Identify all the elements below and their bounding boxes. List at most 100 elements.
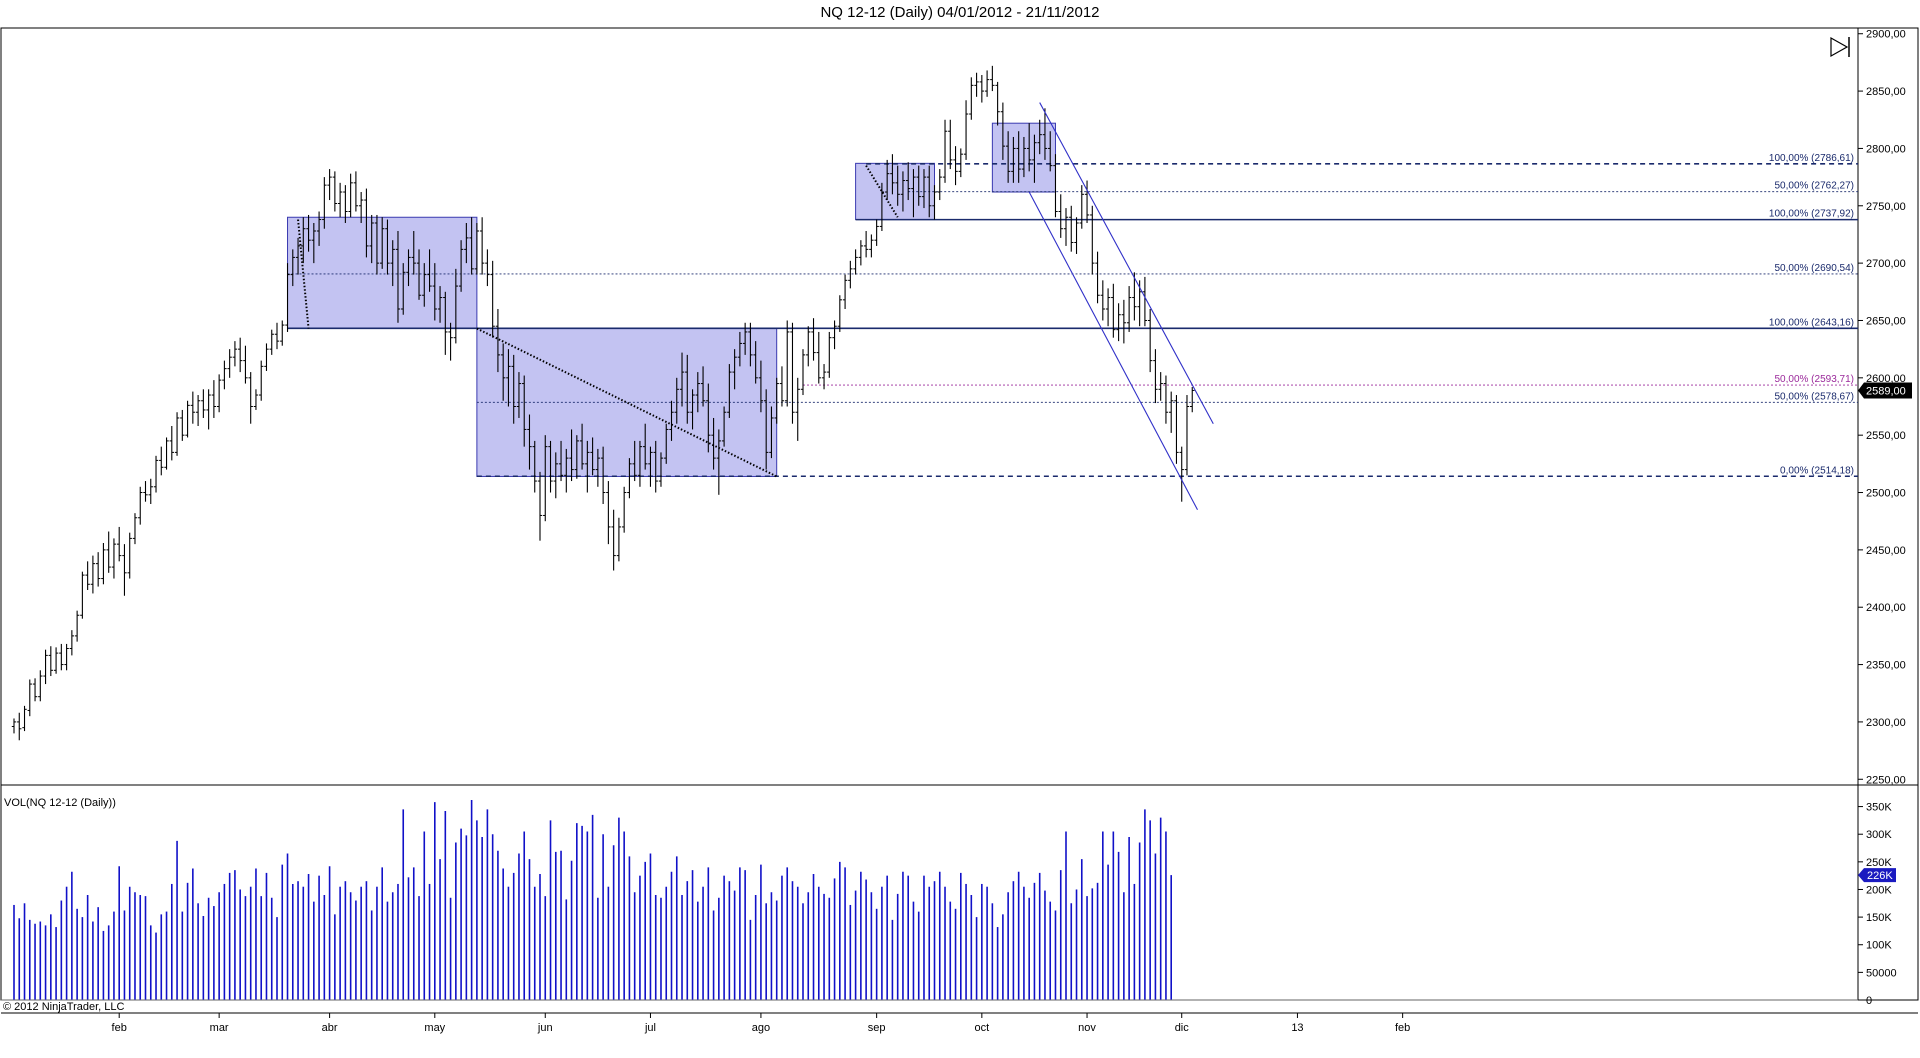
ohlc-bar (827, 331, 832, 378)
ohlc-bar (564, 448, 569, 493)
ohlc-bar (169, 425, 174, 461)
ohlc-bar (474, 222, 480, 275)
ohlc-bar (664, 423, 669, 464)
ohlc-bar (1184, 395, 1190, 476)
ohlc-bar (1063, 208, 1069, 246)
ohlc-bar (543, 435, 548, 522)
ohlc-bar (522, 375, 527, 447)
ohlc-bar (469, 217, 474, 275)
fib-level-label: 100,00% (2786,61) (1769, 153, 1854, 164)
skip-forward-icon[interactable] (1830, 36, 1850, 58)
ohlc-bar (127, 532, 132, 579)
price-tick-label: 2750,00 (1866, 201, 1906, 213)
ohlc-bar (264, 343, 269, 371)
price-tick-label: 2500,00 (1866, 488, 1906, 500)
date-tick-label: nov (1078, 1022, 1096, 1034)
ohlc-bar (259, 360, 264, 401)
ohlc-bar (621, 486, 627, 533)
ohlc-bar (153, 455, 159, 493)
volume-tick-label: 100K (1866, 940, 1892, 952)
ohlc-bar (443, 291, 448, 355)
ohlc-bar (316, 211, 322, 246)
ohlc-bar (1048, 131, 1053, 172)
ohlc-bar (1005, 131, 1011, 183)
ohlc-bar (1121, 299, 1127, 344)
ohlc-bar (95, 552, 101, 587)
ohlc-bar (64, 643, 69, 671)
ohlc-bar (1069, 205, 1074, 252)
diagonal-trend-line[interactable] (297, 219, 310, 329)
last-volume-marker: 226K (1858, 868, 1896, 883)
ohlc-bar (516, 372, 522, 418)
channel-line[interactable] (1039, 102, 1214, 424)
ohlc-bar (243, 345, 248, 384)
ohlc-bar (332, 171, 338, 212)
channel-line[interactable] (1028, 191, 1198, 510)
ohlc-bar (984, 70, 990, 97)
ohlc-bar (748, 322, 753, 367)
ohlc-bar (390, 240, 395, 287)
ohlc-bar (695, 372, 700, 413)
ohlc-bar (721, 406, 727, 447)
ohlc-bar (548, 440, 553, 493)
ohlc-bar (858, 240, 864, 266)
ohlc-bar (879, 182, 885, 232)
ohlc-bar (432, 263, 437, 321)
ohlc-bar (269, 329, 274, 355)
volume-tick-label: 150K (1866, 912, 1892, 924)
ohlc-bar (785, 320, 790, 407)
ohlc-bar (837, 295, 843, 332)
ohlc-bar (1100, 280, 1106, 321)
ohlc-bar (553, 452, 558, 499)
ohlc-bar (643, 423, 648, 470)
ohlc-bar (206, 389, 211, 430)
ohlc-bar (285, 263, 290, 332)
ohlc-bar (727, 364, 732, 418)
ohlc-bar (958, 148, 963, 178)
ohlc-bar (122, 544, 127, 596)
ohlc-bar (816, 331, 821, 384)
date-tick-label: 13 (1291, 1022, 1303, 1034)
ohlc-bar (648, 446, 653, 487)
price-tick-label: 2650,00 (1866, 315, 1906, 327)
price-tick-label: 2700,00 (1866, 258, 1906, 270)
ohlc-bar (1042, 108, 1048, 160)
ohlc-bar (763, 389, 769, 470)
ohlc-bar (632, 440, 637, 482)
ohlc-bar (280, 320, 285, 346)
price-tick-label: 2550,00 (1866, 430, 1906, 442)
volume-tick-label: 0 (1866, 995, 1872, 1007)
ohlc-bar (143, 481, 148, 502)
ohlc-bar (932, 185, 937, 220)
date-tick-label: jun (537, 1022, 553, 1034)
last-price-label: 2589,00 (1866, 385, 1906, 397)
ohlc-bar (111, 538, 117, 579)
ohlc-bar (874, 219, 879, 246)
ohlc-bar (911, 169, 916, 218)
ohlc-bar (1116, 303, 1121, 342)
volume-tick-label: 350K (1866, 802, 1892, 814)
ohlc-bar (800, 349, 806, 396)
diagonal-trend-line[interactable] (865, 165, 899, 218)
ohlc-bar (138, 486, 143, 525)
ohlc-bar (337, 182, 343, 218)
ohlc-bar (369, 214, 374, 264)
ohlc-bar (148, 478, 153, 504)
ohlc-bar (895, 165, 900, 206)
ohlc-bar (511, 354, 516, 424)
ohlc-bar (674, 377, 679, 424)
ohlc-bar (606, 481, 611, 545)
ohlc-bar (758, 360, 764, 413)
ohlc-bar (253, 389, 259, 410)
price-tick-label: 2900,00 (1866, 29, 1906, 41)
ohlc-bar (53, 647, 59, 674)
ohlc-bar (690, 389, 695, 430)
ohlc-bar (1147, 309, 1153, 373)
ohlc-bar (806, 326, 811, 367)
ohlc-bar (380, 217, 385, 269)
ohlc-bar (611, 509, 616, 571)
ohlc-bar (190, 391, 196, 424)
ohlc-bar (1016, 131, 1021, 183)
ohlc-bar (1026, 123, 1032, 172)
